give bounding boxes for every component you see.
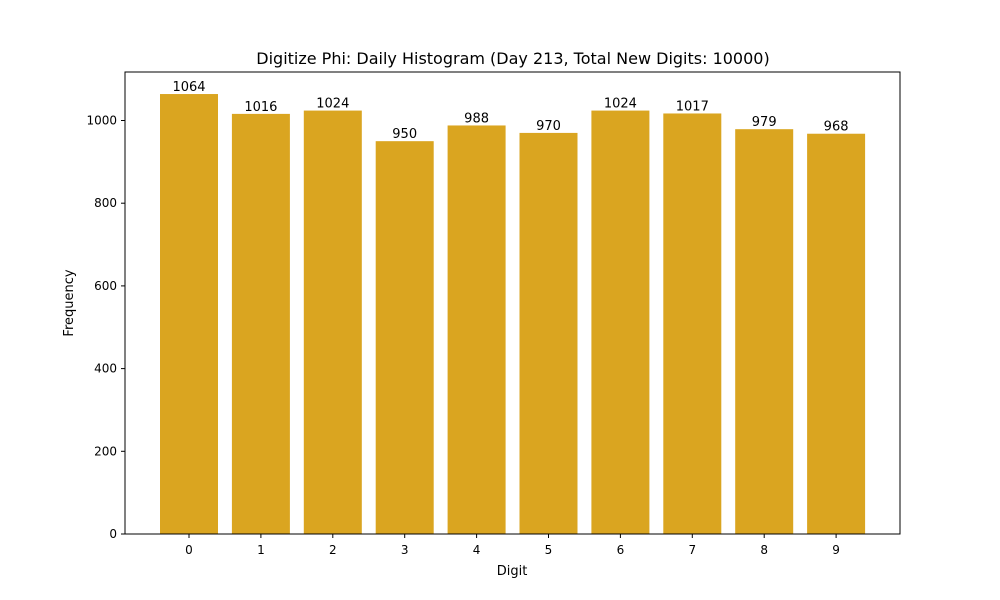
bar-value-labels: 1064 1016 1024 950 988 970 1024 1017 979 968	[172, 80, 848, 142]
x-tick-label: 9	[832, 543, 840, 557]
bar-digit-0	[160, 94, 218, 534]
bar-value-label: 1016	[244, 100, 277, 115]
y-tick-label: 400	[94, 362, 117, 376]
y-tick-label: 800	[94, 196, 117, 210]
bar-value-label: 950	[392, 127, 417, 142]
x-tick-label: 1	[257, 543, 265, 557]
bar-digit-7	[663, 113, 722, 535]
x-tick-label: 0	[185, 543, 193, 557]
bar-digit-8	[735, 129, 794, 534]
x-tick-label: 4	[473, 543, 481, 557]
bar-value-label: 988	[464, 111, 489, 126]
x-tick-label: 3	[401, 543, 409, 557]
x-tick-label: 6	[617, 543, 625, 557]
bar-digit-6	[591, 110, 650, 535]
bar-value-label: 1017	[676, 99, 709, 114]
bar-digit-9	[807, 133, 866, 534]
y-tick-label: 200	[94, 444, 117, 458]
x-tick-label: 7	[688, 543, 696, 557]
y-axis-label: Frequency	[62, 269, 77, 336]
bar-digit-5	[519, 132, 578, 534]
x-axis-ticks: 0 1 2 3 4 5 6 7 8 9	[185, 534, 840, 557]
bar-value-label: 1064	[172, 80, 205, 95]
chart-title: Digitize Phi: Daily Histogram (Day 213, …	[256, 49, 769, 68]
bars-group	[160, 94, 866, 535]
x-tick-label: 5	[545, 543, 553, 557]
axes-frame	[124, 71, 901, 535]
bar-value-label: 1024	[316, 97, 349, 112]
x-tick-label: 2	[329, 543, 337, 557]
y-tick-label: 600	[94, 279, 117, 293]
bar-value-label: 979	[752, 115, 777, 130]
y-tick-label: 1000	[86, 114, 117, 128]
x-axis-label: Digit	[497, 564, 528, 579]
y-tick-label: 0	[109, 527, 117, 541]
bar-value-label: 970	[536, 119, 561, 134]
bar-value-label: 968	[824, 120, 849, 135]
bar-value-label: 1024	[604, 97, 637, 112]
x-tick-label: 8	[760, 543, 768, 557]
bar-digit-4	[447, 125, 506, 534]
y-axis-ticks: 0 200 400 600 800 1000	[86, 114, 125, 541]
bar-digit-3	[375, 141, 434, 535]
bar-digit-2	[303, 110, 362, 535]
bar-digit-1	[231, 113, 290, 534]
